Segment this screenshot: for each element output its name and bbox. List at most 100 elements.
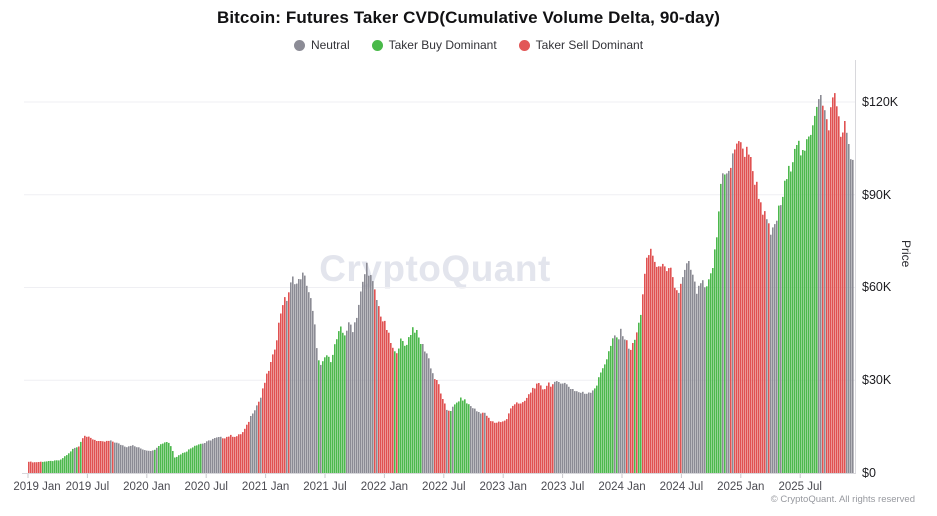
price-bar (534, 388, 536, 473)
price-bar (518, 403, 520, 473)
price-bar (66, 455, 68, 473)
price-bar (160, 444, 162, 473)
legend-item-taker-buy[interactable]: Taker Buy Dominant (371, 38, 497, 52)
price-bar (730, 167, 732, 473)
price-bar (218, 437, 220, 473)
price-bar (78, 446, 80, 473)
y-axis-tick-label: $0 (862, 466, 876, 480)
chart-title: Bitcoin: Futures Taker CVD(Cumulative Vo… (216, 8, 721, 27)
price-bar (282, 305, 284, 473)
price-bar (158, 446, 160, 473)
price-bar (100, 441, 102, 473)
price-bar (544, 389, 546, 473)
price-bar (684, 269, 686, 473)
price-bar (770, 234, 772, 473)
price-bar (52, 461, 54, 473)
price-bar (574, 391, 576, 473)
price-bar (470, 406, 472, 473)
price-bar (368, 275, 370, 473)
price-bar (536, 383, 538, 473)
price-bar (718, 211, 720, 473)
price-bar (336, 339, 338, 473)
price-bar (598, 377, 600, 473)
price-bar (200, 443, 202, 473)
price-bar (122, 445, 124, 473)
x-axis-tick-label: 2020 Jan (123, 481, 171, 493)
x-axis-tick-label: 2022 Jul (422, 481, 466, 493)
price-bar (618, 339, 620, 473)
price-bar (468, 404, 470, 473)
price-bar (720, 183, 722, 473)
price-bar (638, 322, 640, 473)
price-bar (404, 345, 406, 473)
price-bar (302, 272, 304, 473)
price-bar (808, 136, 810, 473)
price-bar (396, 353, 398, 473)
x-axis-tick-label: 2024 Jan (598, 481, 646, 493)
price-bar (806, 139, 808, 473)
price-bar (582, 391, 584, 473)
price-bar (260, 397, 262, 473)
price-bar (714, 249, 716, 473)
legend-item-neutral[interactable]: Neutral (293, 38, 350, 52)
price-bar (182, 452, 184, 473)
price-bar (734, 149, 736, 473)
price-bar (304, 275, 306, 473)
price-bar (688, 261, 690, 473)
price-bar (42, 461, 44, 473)
price-bar (840, 136, 842, 474)
price-bar (342, 332, 344, 473)
price-bar (64, 456, 66, 473)
price-bar (80, 441, 82, 473)
price-bar (710, 273, 712, 473)
price-bar (176, 456, 178, 473)
legend-item-taker-sell[interactable]: Taker Sell Dominant (518, 38, 644, 52)
price-bar (660, 266, 662, 473)
price-bar (526, 397, 528, 473)
price-bar (268, 370, 270, 473)
price-bar (682, 277, 684, 473)
price-bar (258, 401, 260, 473)
price-bar (164, 442, 166, 473)
price-bar (628, 348, 630, 473)
price-bar (512, 405, 514, 473)
price-bar (222, 438, 224, 473)
price-bar (44, 461, 46, 473)
price-bar (788, 165, 790, 473)
price-bar (346, 330, 348, 473)
price-bar (700, 283, 702, 473)
price-bar (364, 274, 366, 473)
neutral-dot-icon (293, 39, 305, 51)
legend-label-taker-sell: Taker Sell Dominant (535, 38, 644, 52)
price-bar (712, 268, 714, 473)
price-bar (608, 351, 610, 473)
price-bar (452, 406, 454, 473)
price-bar (214, 438, 216, 473)
price-bar (306, 285, 308, 473)
price-bar (606, 359, 608, 473)
price-bar (528, 394, 530, 473)
price-bar (540, 385, 542, 473)
price-bar (58, 460, 60, 473)
price-bar (352, 332, 354, 473)
price-bar (736, 143, 738, 473)
price-bar (626, 340, 628, 473)
price-bar (210, 440, 212, 473)
price-bar (116, 442, 118, 473)
price-bar (590, 392, 592, 473)
price-bar (248, 421, 250, 473)
price-bar (244, 428, 246, 473)
price-bar (438, 384, 440, 473)
price-bar (742, 148, 744, 473)
price-bar (416, 330, 418, 473)
price-bar (494, 422, 496, 473)
price-bar (348, 322, 350, 473)
y-axis-tick-label: $120K (862, 94, 899, 109)
price-bar (664, 266, 666, 473)
price-bar (666, 271, 668, 473)
price-bar (504, 420, 506, 473)
price-bar (662, 263, 664, 473)
price-bar (636, 332, 638, 473)
